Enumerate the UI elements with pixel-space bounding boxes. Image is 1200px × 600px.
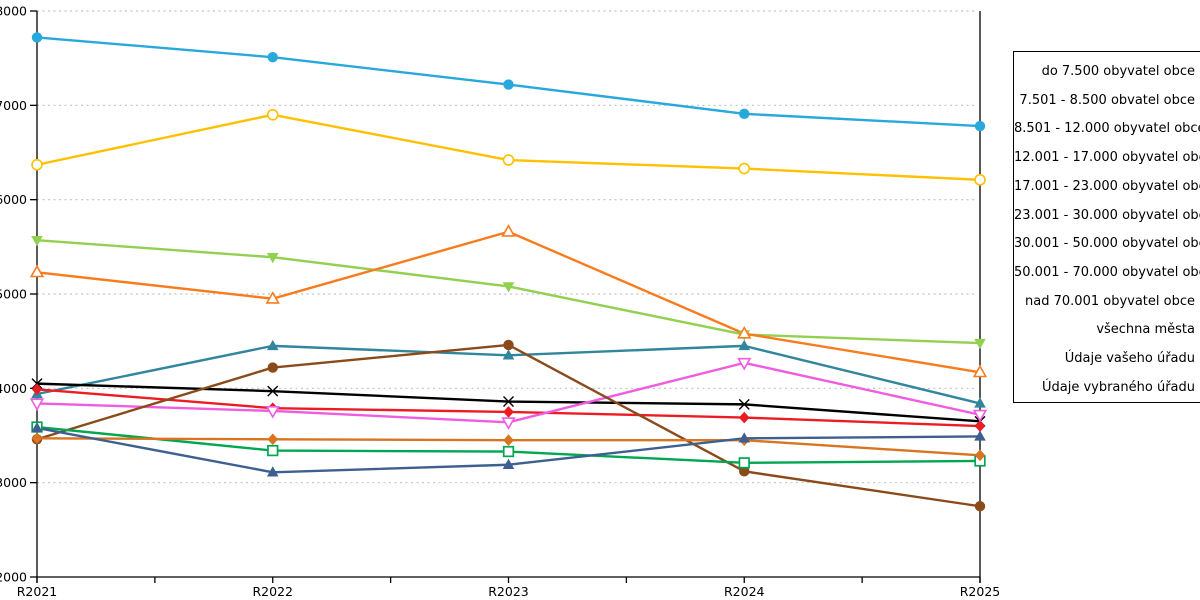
marker-triangle-up-open xyxy=(972,364,988,378)
x-axis-label: R2025 xyxy=(960,584,1001,599)
legend-item-7: 50.001 - 70.000 obyvatel obce xyxy=(1014,264,1200,280)
marker-triangle-down-open xyxy=(501,417,516,430)
legend-item-6: 30.001 - 50.000 obyvatel obce xyxy=(1014,236,1200,252)
y-axis-label: 5000 xyxy=(0,287,27,302)
marker-triangle-up-open xyxy=(29,264,45,278)
legend-item-4: 17.001 - 23.000 obyvatel obce xyxy=(1014,178,1200,194)
marker-diamond xyxy=(738,411,750,424)
marker-triangle-down-open xyxy=(737,357,752,371)
marker-triangle-down-open xyxy=(29,398,45,412)
marker-square-open xyxy=(502,445,515,458)
marker-diamond xyxy=(31,432,43,445)
marker-x xyxy=(503,396,514,408)
marker-triangle-up xyxy=(738,339,751,351)
y-axis-label: 7000 xyxy=(0,98,27,113)
y-axis-label: 6000 xyxy=(0,192,27,207)
legend-item-10: Údaje vašeho úřadu xyxy=(1064,351,1195,367)
x-axis-label: R2024 xyxy=(724,584,765,599)
marker-triangle-down-open xyxy=(972,409,988,423)
marker-triangle-down xyxy=(502,282,515,293)
marker-triangle-down-open xyxy=(265,405,280,419)
marker-triangle-up xyxy=(502,349,515,360)
marker-circle xyxy=(503,79,514,90)
marker-circle-open xyxy=(31,158,43,171)
marker-circle xyxy=(739,108,750,120)
marker-diamond xyxy=(974,449,986,462)
y-axis-label: 4000 xyxy=(0,381,27,396)
legend-item-5: 23.001 - 30.000 obyvatel obce xyxy=(1014,207,1200,223)
y-axis-label: 2000 xyxy=(0,570,27,585)
marker-circle xyxy=(974,501,986,512)
marker-triangle-up xyxy=(738,432,751,443)
marker-circle-open xyxy=(502,154,515,166)
legend-item-11: Údaje vybraného úřadu xyxy=(1041,379,1195,395)
marker-diamond xyxy=(974,420,986,432)
legend-item-1: 7.501 - 8.500 obvatel obce xyxy=(1019,92,1195,108)
marker-circle xyxy=(503,339,514,351)
marker-triangle-up xyxy=(31,421,43,433)
marker-triangle-up xyxy=(266,466,279,477)
legend-item-2: 8.501 - 12.000 obyvatel obce xyxy=(1014,121,1200,137)
marker-x xyxy=(738,398,750,410)
marker-triangle-up-open xyxy=(501,224,516,237)
legend-item-0: do 7.500 obyvatel obce xyxy=(1041,64,1195,79)
marker-x xyxy=(267,385,279,397)
marker-circle xyxy=(739,466,750,477)
marker-circle xyxy=(267,52,278,63)
legend-item-3: 12.001 - 17.000 obyvatel obce xyxy=(1014,150,1200,166)
legend: do 7.500 obyvatel obce 7.501 - 8.500 obva… xyxy=(1013,51,1200,403)
marker-diamond xyxy=(503,406,514,418)
marker-triangle-up xyxy=(974,430,986,441)
marker-square-open xyxy=(267,444,279,457)
x-axis-label: R2022 xyxy=(253,584,294,599)
marker-triangle-up xyxy=(502,458,515,469)
x-axis-label: R2021 xyxy=(17,584,58,599)
marker-diamond xyxy=(31,383,43,396)
marker-triangle-up xyxy=(266,339,279,351)
marker-circle-open xyxy=(738,162,751,175)
marker-triangle-up xyxy=(974,397,986,408)
marker-triangle-up-open xyxy=(265,291,280,304)
y-axis-label: 3000 xyxy=(0,475,27,490)
marker-triangle-up-open xyxy=(737,326,752,339)
marker-diamond xyxy=(503,434,514,447)
marker-circle xyxy=(974,120,986,132)
marker-circle-open xyxy=(266,108,279,121)
marker-diamond xyxy=(267,433,279,446)
marker-circle xyxy=(31,32,43,43)
legend-item-9: všechna města xyxy=(1096,322,1195,338)
legend-item-8: nad 70.001 obyvatel obce xyxy=(1025,293,1195,309)
marker-circle-open xyxy=(974,174,986,186)
marker-circle xyxy=(267,362,278,373)
marker-triangle-down xyxy=(266,253,279,264)
marker-square-open xyxy=(738,457,750,469)
y-axis-label: 8000 xyxy=(0,4,27,19)
x-axis-label: R2023 xyxy=(488,584,529,599)
marker-triangle-down xyxy=(974,338,986,350)
marker-triangle-down xyxy=(31,236,43,247)
series-line-1 xyxy=(35,113,982,182)
